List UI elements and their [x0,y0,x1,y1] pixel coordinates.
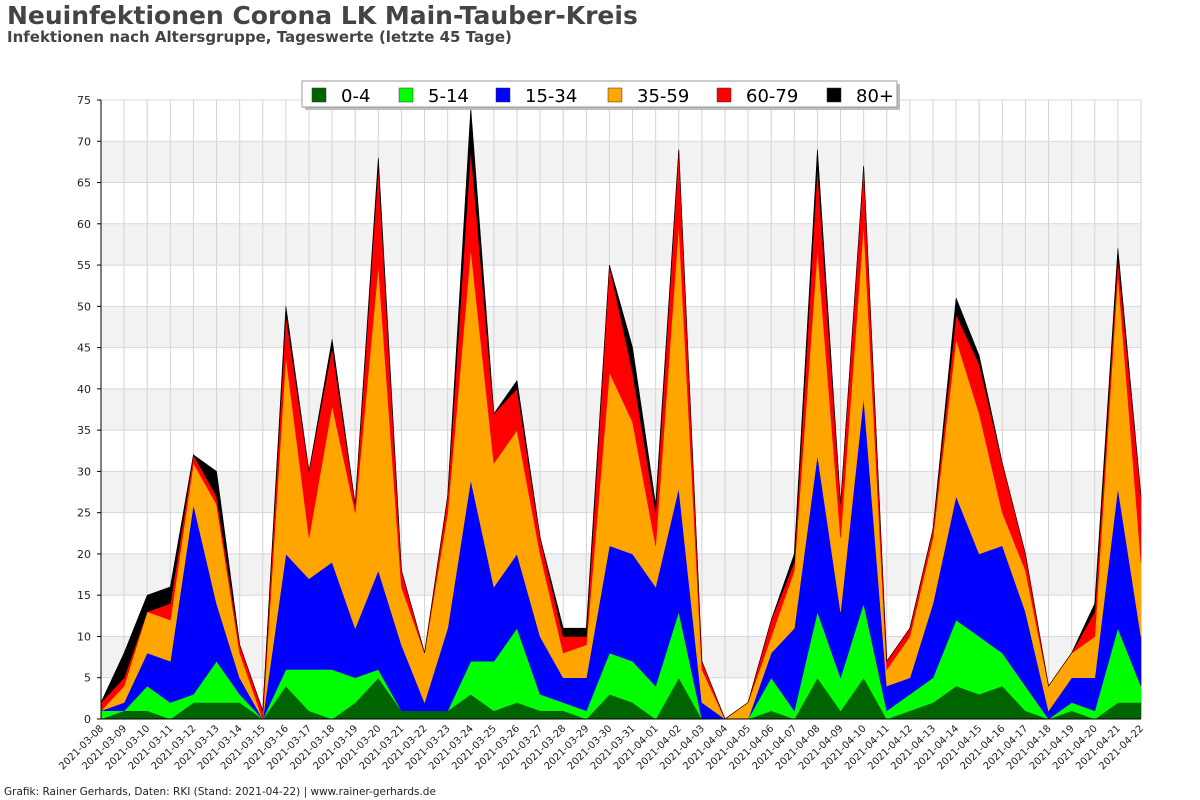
y-tick-label: 20 [77,548,91,561]
legend-swatch-60-79 [716,87,732,103]
x-tick-labels: 2021-03-082021-03-092021-03-102021-03-11… [57,723,1146,772]
y-tick-label: 10 [77,630,91,643]
axes [100,100,1141,720]
grid-band [101,141,1141,183]
y-tick-label: 55 [77,259,91,272]
y-tick-label: 60 [77,218,91,231]
y-tick-label: 65 [77,177,91,190]
legend-label-0-4: 0-4 [341,86,370,107]
legend-box [301,80,898,108]
area-series-80+ [100,108,1142,720]
legend-swatch-35-59 [607,87,623,103]
legend-label-35-59: 35-59 [637,86,689,107]
legend: 0-4 5-14 15-34 35-59 60-79 80+ [301,80,900,110]
legend-label-5-14: 5-14 [428,86,469,107]
legend-swatch-0-4 [311,87,327,103]
y-tick-label: 5 [84,672,91,685]
y-tick-label: 30 [77,465,91,478]
y-tick-label: 15 [77,589,91,602]
y-tick-label: 70 [77,135,91,148]
grid-band [101,223,1141,266]
y-tick-label: 50 [77,300,91,313]
legend-swatch-5-14 [398,87,414,103]
legend-swatch-15-34 [495,87,511,103]
legend-swatch-80+ [826,87,842,103]
chart-subtitle: Infektionen nach Altersgruppe, Tageswert… [7,28,512,46]
area-series [100,108,1142,720]
footer-credit: Grafik: Rainer Gerhards, Daten: RKI (Sta… [4,786,436,798]
y-tick-label: 35 [77,424,91,437]
chart-title: Neuinfektionen Corona LK Main-Tauber-Kre… [7,1,638,30]
legend-label-80+: 80+ [856,86,894,107]
legend-label-60-79: 60-79 [746,86,798,107]
y-tick-label: 25 [77,507,91,520]
legend-label-15-34: 15-34 [525,86,577,107]
y-tick-label: 40 [77,383,91,396]
y-tick-label: 75 [77,94,91,107]
y-tick-label: 0 [84,713,91,726]
y-tick-labels: 0 5 10 15 20 25 30 35 40 45 50 55 60 65 70 75 [77,94,101,726]
y-tick-label: 45 [77,342,91,355]
